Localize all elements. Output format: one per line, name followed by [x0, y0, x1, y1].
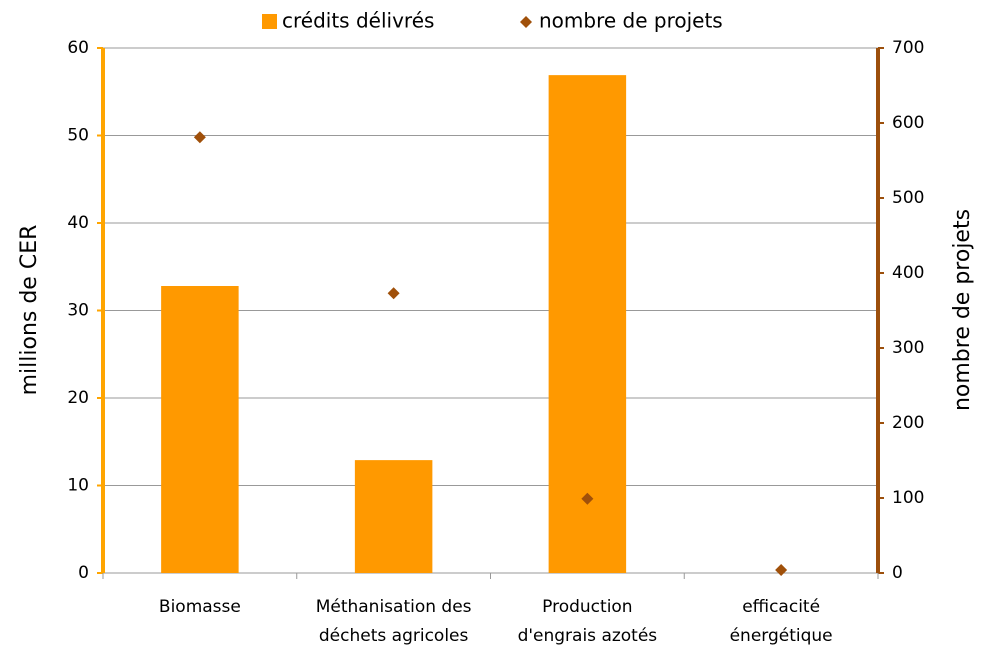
y2-tick-label: 700 [892, 38, 924, 58]
legend-text: nombre de projets [539, 9, 723, 33]
y-tick-label: 30 [67, 301, 89, 321]
x-tick-label: efficacité [742, 597, 820, 617]
bar [354, 460, 433, 573]
x-tick-label: Biomasse [159, 597, 241, 617]
x-tick-label: d'engrais azotés [518, 626, 658, 646]
y-tick-label: 40 [67, 213, 89, 233]
y2-tick-label: 600 [892, 113, 924, 133]
marker [193, 131, 206, 144]
x-tick-label: Méthanisation des [316, 597, 472, 617]
y2-tick-label: 400 [892, 263, 924, 283]
y-tick-label: 20 [67, 388, 89, 408]
marker [581, 492, 594, 505]
legend-swatch [520, 16, 532, 28]
bar [548, 75, 627, 573]
y2-tick-label: 500 [892, 188, 924, 208]
y-tick-label: 10 [67, 476, 89, 496]
x-tick-label: Production [542, 597, 632, 617]
y2-tick-label: 300 [892, 338, 924, 358]
x-tick-label: déchets agricoles [319, 626, 469, 646]
y2-axis-title: nombre de projets [950, 209, 975, 411]
legend-text: crédits délivrés [282, 9, 434, 33]
bar [161, 286, 239, 573]
y2-tick-label: 200 [892, 413, 924, 433]
y-tick-label: 0 [78, 563, 89, 583]
marker [387, 287, 400, 300]
y2-tick-label: 100 [892, 488, 924, 508]
y-tick-label: 60 [67, 38, 89, 58]
legend-swatch [262, 14, 277, 29]
x-tick-label: énergétique [730, 626, 833, 646]
y-tick-label: 50 [67, 126, 89, 146]
y2-tick-label: 0 [892, 563, 903, 583]
y-axis-title: millions de CER [17, 225, 42, 396]
marker [775, 564, 788, 576]
